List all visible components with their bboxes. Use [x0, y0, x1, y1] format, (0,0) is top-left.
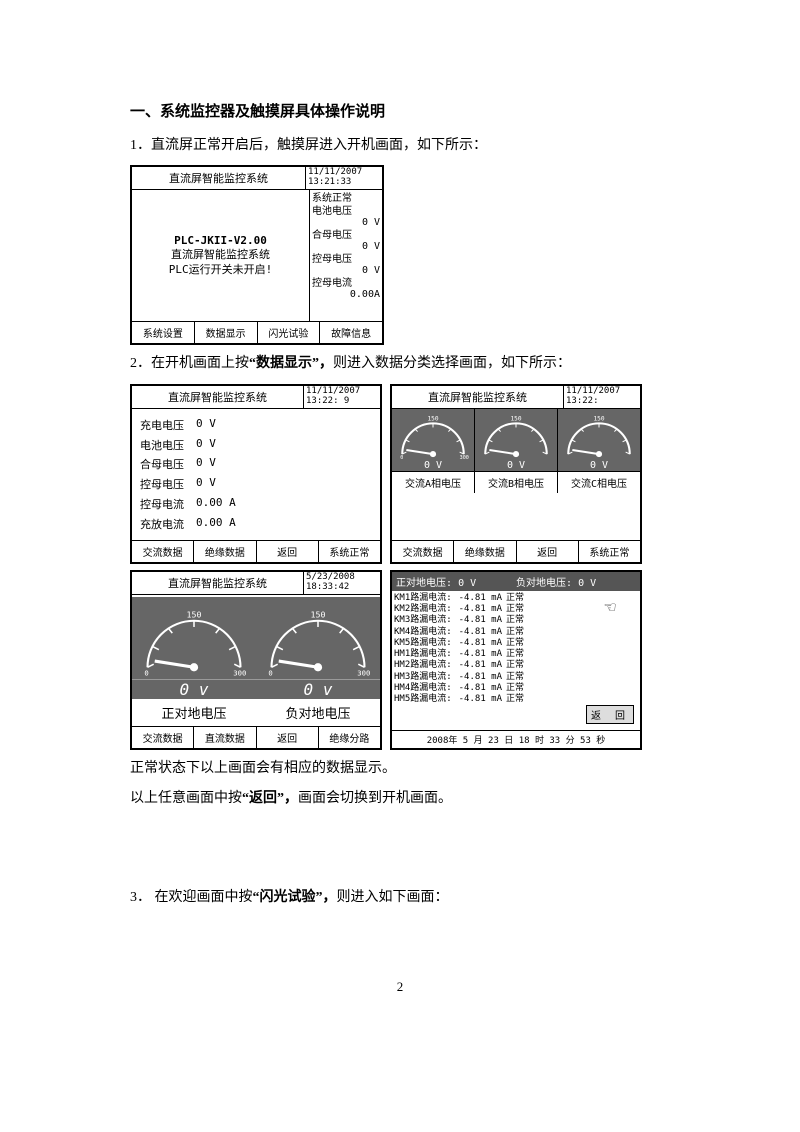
pos-ground-gauge: 1500300 0 v — [132, 595, 256, 699]
panel-datetime: 11/11/200713:21:33 — [306, 167, 382, 189]
gauge-a: 1500300 0 V — [392, 409, 475, 471]
gauge-b: 150 0 V — [475, 409, 558, 471]
panel-title: 直流屏智能监控系统 — [132, 572, 304, 594]
status-column: 系统正常 电池电压0 V 合母电压0 V 控母电压0 V 控母电流0.00A — [310, 190, 382, 321]
status-button[interactable]: 系统正常 — [319, 541, 380, 562]
panel-footer: 系统设置 数据显示 闪光试验 故障信息 — [132, 321, 382, 343]
insulation-data-button[interactable]: 绝缘数据 — [194, 541, 256, 562]
ground-voltage-panel: 直流屏智能监控系统 5/23/200818:33:42 1500300 0 v … — [130, 570, 382, 750]
panel-info: PLC-JKII-V2.00 直流屏智能监控系统 PLC运行开关未开启! — [132, 190, 310, 321]
paragraph-4: 以上任意画面中按“返回”，画面会切换到开机画面。 — [130, 788, 670, 810]
ac-data-button[interactable]: 交流数据 — [132, 541, 194, 562]
gauge-label-c: 交流C相电压 — [558, 472, 640, 493]
insulation-data-button[interactable]: 绝缘数据 — [454, 541, 516, 562]
panel-datetime: 11/11/200713:22: — [564, 386, 640, 408]
panel-title: 直流屏智能监控系统 — [132, 167, 306, 189]
ac-data-button[interactable]: 交流数据 — [392, 541, 454, 562]
sys-settings-button[interactable]: 系统设置 — [132, 322, 195, 343]
ac-data-button[interactable]: 交流数据 — [132, 727, 194, 748]
flash-test-button[interactable]: 闪光试验 — [258, 322, 321, 343]
neg-ground-label: 负对地电压 — [256, 699, 380, 726]
fault-info-button[interactable]: 故障信息 — [320, 322, 382, 343]
gauge-label-a: 交流A相电压 — [392, 472, 475, 493]
svg-text:0: 0 — [268, 669, 272, 678]
gauge-label-b: 交流B相电压 — [475, 472, 558, 493]
pos-ground-label: 正对地电压 — [132, 699, 256, 726]
svg-text:150: 150 — [311, 610, 326, 620]
status-button[interactable]: 系统正常 — [579, 541, 640, 562]
return-button[interactable]: 返回 — [517, 541, 579, 562]
panel-datetime: 5/23/200818:33:42 — [304, 572, 380, 594]
leakage-datetime: 2008年 5 月 23 日 18 时 33 分 53 秒 — [392, 730, 640, 748]
return-button[interactable]: 返 回 — [586, 705, 634, 724]
leakage-rows: KM1路漏电流:-4.81 mA正常 KM2路漏电流:-4.81 mA正常 KM… — [392, 591, 580, 730]
ac-gauge-panel: 直流屏智能监控系统 11/11/200713:22: 1500300 0 V 1… — [390, 384, 642, 564]
paragraph-2: 2．在开机画面上按“数据显示”，则进入数据分类选择画面，如下所示： — [130, 353, 670, 375]
page: 一、系统监控器及触摸屏具体操作说明 1．直流屏正常开启后，触摸屏进入开机画面，如… — [0, 0, 800, 1035]
status-text: 系统正常 — [312, 193, 380, 205]
data-display-button[interactable]: 数据显示 — [195, 322, 258, 343]
paragraph-1: 1．直流屏正常开启后，触摸屏进入开机画面，如下所示： — [130, 135, 670, 157]
readings-list: 充电电压0 V 电池电压0 V 合母电压0 V 控母电压0 V 控母电流0.00… — [132, 409, 380, 540]
svg-text:150: 150 — [510, 415, 521, 422]
insulation-branch-button[interactable]: 绝缘分路 — [319, 727, 380, 748]
return-button[interactable]: 返回 — [257, 541, 319, 562]
svg-text:150: 150 — [593, 415, 604, 422]
hand-pointer-icon: ☜ — [605, 597, 616, 618]
section-heading: 一、系统监控器及触摸屏具体操作说明 — [130, 100, 670, 121]
gauge-c: 150 0 V — [558, 409, 640, 471]
paragraph-3: 正常状态下以上画面会有相应的数据显示。 — [130, 758, 670, 780]
panel-datetime: 11/11/200713:22: 9 — [304, 386, 380, 408]
panel-title: 直流屏智能监控系统 — [132, 386, 304, 408]
page-number: 2 — [130, 979, 670, 995]
boot-screen-panel: 直流屏智能监控系统 11/11/200713:21:33 PLC-JKII-V2… — [130, 165, 384, 345]
svg-text:0: 0 — [144, 669, 148, 678]
svg-text:300: 300 — [233, 669, 246, 678]
neg-ground-gauge: 1500300 0 v — [256, 595, 380, 699]
return-button[interactable]: 返回 — [257, 727, 319, 748]
svg-text:150: 150 — [427, 415, 438, 422]
svg-text:150: 150 — [187, 610, 202, 620]
panel-title: 直流屏智能监控系统 — [392, 386, 564, 408]
data-list-panel: 直流屏智能监控系统 11/11/200713:22: 9 充电电压0 V 电池电… — [130, 384, 382, 564]
paragraph-5: 3． 在欢迎画面中按“闪光试验”，则进入如下画面： — [130, 887, 670, 909]
leakage-header: 正对地电压: 0 V 负对地电压: 0 V — [392, 572, 640, 591]
svg-text:300: 300 — [357, 669, 370, 678]
leakage-list-panel: 正对地电压: 0 V 负对地电压: 0 V KM1路漏电流:-4.81 mA正常… — [390, 570, 642, 750]
dc-data-button[interactable]: 直流数据 — [194, 727, 256, 748]
